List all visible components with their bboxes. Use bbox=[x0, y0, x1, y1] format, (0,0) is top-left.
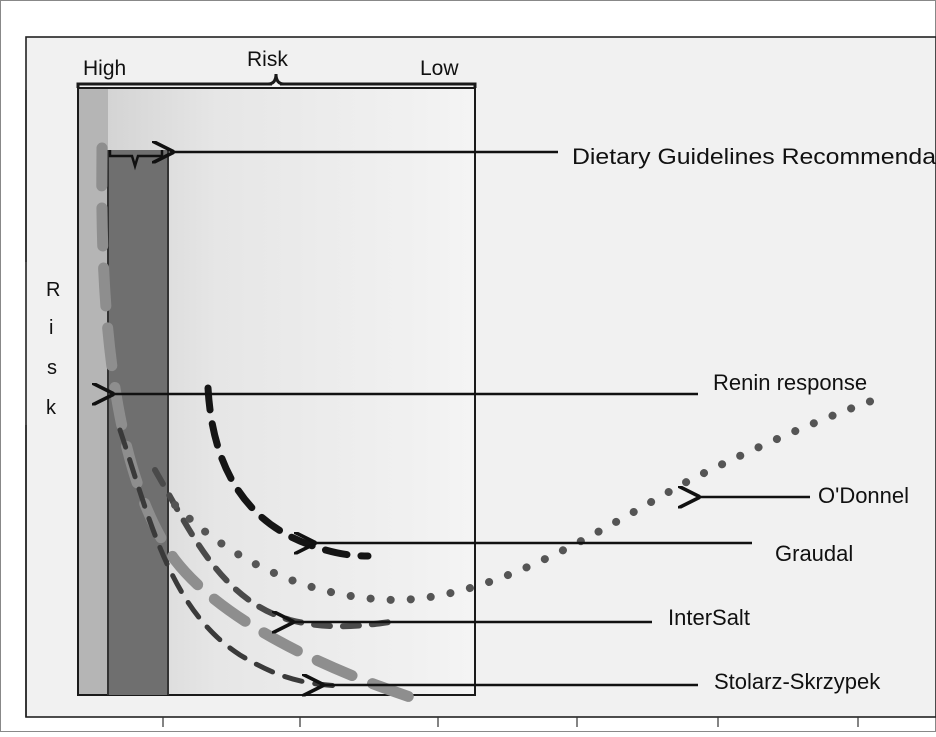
renin-label: Renin response bbox=[713, 370, 867, 395]
y-letter-k: k bbox=[46, 397, 57, 419]
intersalt-label: InterSalt bbox=[668, 605, 750, 630]
dietary-label: Dietary Guidelines Recommenda bbox=[572, 144, 936, 169]
odonnel-label: O'Donnel bbox=[818, 483, 909, 508]
odonnel-curve bbox=[171, 394, 884, 605]
stolarz-label: Stolarz-Skrzypek bbox=[714, 669, 881, 694]
graudal-label: Graudal bbox=[775, 541, 853, 566]
graudal-secondary-curve bbox=[152, 467, 393, 630]
low-label: Low bbox=[420, 57, 459, 80]
high-label: High bbox=[83, 57, 126, 80]
risk-title: Risk bbox=[247, 48, 288, 71]
intersalt-curve bbox=[96, 142, 416, 703]
x-axis-ticks bbox=[162, 717, 859, 727]
y-letter-r: R bbox=[46, 279, 60, 301]
stolarz-curve bbox=[117, 427, 343, 689]
y-letter-s: s bbox=[47, 357, 57, 379]
top-brace bbox=[76, 82, 477, 88]
top-brace-tip bbox=[267, 73, 285, 86]
renin-curve bbox=[204, 384, 372, 560]
y-letter-i: i bbox=[49, 317, 53, 339]
